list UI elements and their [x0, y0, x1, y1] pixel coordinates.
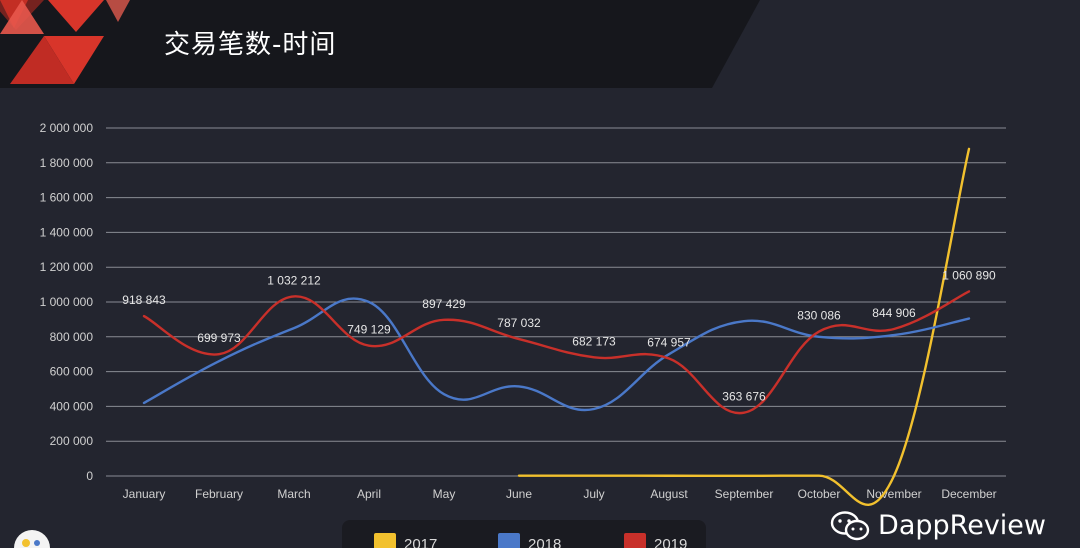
y-tick-label: 0	[86, 469, 93, 483]
data-label: 749 129	[347, 323, 391, 337]
y-tick-label: 1 800 000	[40, 156, 94, 170]
data-label: 918 843	[122, 293, 166, 307]
x-tick-label: November	[866, 487, 921, 501]
data-label: 844 906	[872, 306, 916, 320]
x-tick-label: May	[433, 487, 456, 501]
y-axis: 0 200 000 400 000 600 000 800 000 1 000 000 1 …	[40, 121, 94, 483]
data-labels: 918 843 699 973 1 032 212 749 129 897 429 787…	[122, 268, 996, 403]
data-label: 1 032 212	[267, 273, 321, 287]
legend-label: 2018	[528, 536, 561, 548]
series-line-2019	[142, 290, 971, 415]
y-tick-label: 2 000 000	[40, 121, 94, 135]
x-tick-label: December	[941, 487, 996, 501]
y-tick-label: 600 000	[50, 365, 94, 379]
legend-swatch	[624, 533, 646, 548]
x-tick-label: January	[123, 487, 166, 501]
x-tick-label: August	[650, 487, 688, 501]
triangle-logo-icon	[0, 0, 130, 84]
x-axis: January February March April May June July Augu…	[123, 487, 997, 501]
y-tick-label: 1 000 000	[40, 295, 94, 309]
legend-box	[342, 520, 706, 548]
legend-swatch	[498, 533, 520, 548]
x-tick-label: April	[357, 487, 381, 501]
watermark: DappReview	[830, 510, 1046, 541]
legend: 2017 2018 2019	[374, 533, 687, 548]
data-label: 674 957	[647, 336, 691, 350]
x-tick-label: June	[506, 487, 532, 501]
data-label: 1 060 890	[942, 268, 996, 282]
wechat-icon	[830, 510, 870, 540]
data-label: 699 973	[197, 331, 241, 345]
y-tick-label: 1 200 000	[40, 260, 94, 274]
y-tick-label: 1 400 000	[40, 225, 94, 239]
x-tick-label: March	[277, 487, 310, 501]
data-label: 787 032	[497, 316, 541, 330]
x-tick-label: July	[583, 487, 604, 501]
data-label: 897 429	[422, 297, 466, 311]
page-title: 交易笔数-时间	[164, 30, 337, 60]
watermark-text: DappReview	[878, 510, 1046, 541]
x-tick-label: September	[715, 487, 774, 501]
data-label: 363 676	[722, 390, 766, 404]
y-tick-label: 400 000	[50, 399, 94, 413]
data-label: 682 173	[572, 334, 616, 348]
y-tick-label: 1 600 000	[40, 191, 94, 205]
legend-label: 2017	[404, 536, 437, 548]
avatar-icon	[14, 530, 50, 548]
legend-label: 2019	[654, 536, 687, 548]
x-tick-label: February	[195, 487, 243, 501]
y-tick-label: 800 000	[50, 330, 94, 344]
x-tick-label: October	[798, 487, 841, 501]
grid-lines	[106, 127, 1006, 477]
header-band	[0, 0, 760, 88]
series-line-2017	[517, 147, 971, 506]
data-label: 830 086	[797, 309, 841, 323]
y-tick-label: 200 000	[50, 434, 94, 448]
series-line-2018	[142, 297, 971, 412]
series-lines	[142, 147, 971, 506]
legend-swatch	[374, 533, 396, 548]
